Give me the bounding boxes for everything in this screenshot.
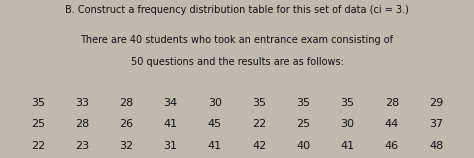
Text: 48: 48 <box>429 141 443 151</box>
Text: 42: 42 <box>252 141 266 151</box>
Text: 40: 40 <box>296 141 310 151</box>
Text: 32: 32 <box>119 141 134 151</box>
Text: 50 questions and the results are as follows:: 50 questions and the results are as foll… <box>130 57 344 67</box>
Text: 35: 35 <box>341 98 355 108</box>
Text: 31: 31 <box>164 141 178 151</box>
Text: 37: 37 <box>429 119 443 129</box>
Text: 28: 28 <box>385 98 399 108</box>
Text: 34: 34 <box>164 98 178 108</box>
Text: 41: 41 <box>164 119 178 129</box>
Text: 22: 22 <box>31 141 45 151</box>
Text: 30: 30 <box>341 119 355 129</box>
Text: 28: 28 <box>75 119 89 129</box>
Text: 22: 22 <box>252 119 266 129</box>
Text: 46: 46 <box>385 141 399 151</box>
Text: There are 40 students who took an entrance exam consisting of: There are 40 students who took an entran… <box>81 35 393 45</box>
Text: 30: 30 <box>208 98 222 108</box>
Text: 23: 23 <box>75 141 89 151</box>
Text: 33: 33 <box>75 98 89 108</box>
Text: B. Construct a frequency distribution table for this set of data (ci = 3.): B. Construct a frequency distribution ta… <box>65 5 409 15</box>
Text: 25: 25 <box>31 119 45 129</box>
Text: 28: 28 <box>119 98 134 108</box>
Text: 41: 41 <box>340 141 355 151</box>
Text: 25: 25 <box>296 119 310 129</box>
Text: 45: 45 <box>208 119 222 129</box>
Text: 35: 35 <box>31 98 45 108</box>
Text: 35: 35 <box>252 98 266 108</box>
Text: 35: 35 <box>296 98 310 108</box>
Text: 29: 29 <box>429 98 443 108</box>
Text: 44: 44 <box>385 119 399 129</box>
Text: 26: 26 <box>119 119 134 129</box>
Text: 41: 41 <box>208 141 222 151</box>
